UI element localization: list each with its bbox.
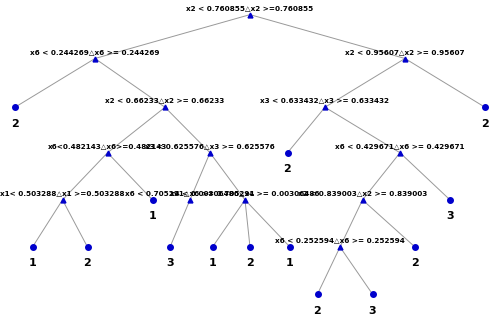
Text: x6 < 0.429671△x6 >= 0.429671: x6 < 0.429671△x6 >= 0.429671 [335,143,465,149]
Text: 2: 2 [411,258,419,268]
Text: x6 < 0.252594△x6 >= 0.252594: x6 < 0.252594△x6 >= 0.252594 [275,237,405,243]
Text: x4 < 0.00306486△x4 >= 0.00306486: x4 < 0.00306486△x4 >= 0.00306486 [170,190,320,196]
Text: x1< 0.503288△x1 >=0.503288: x1< 0.503288△x1 >=0.503288 [0,190,125,196]
Text: 2: 2 [84,258,92,268]
Text: x3 < 0.625576△x3 >= 0.625576: x3 < 0.625576△x3 >= 0.625576 [145,143,275,149]
Text: 1: 1 [28,258,36,268]
Text: x3 < 0.633432△x3 >= 0.633432: x3 < 0.633432△x3 >= 0.633432 [260,98,390,103]
Text: x6 < 0.705291△x6 >= 0.705291: x6 < 0.705291△x6 >= 0.705291 [125,190,255,196]
Text: 1: 1 [286,258,294,268]
Text: 2: 2 [246,258,254,268]
Text: 2: 2 [481,119,489,129]
Text: x2 < 0.66233△x2 >= 0.66233: x2 < 0.66233△x2 >= 0.66233 [106,98,224,103]
Text: 3: 3 [368,306,376,316]
Text: x2 < 0.839003△x2 >= 0.839003: x2 < 0.839003△x2 >= 0.839003 [298,190,427,196]
Text: x6<0.482143△x6>=0.482143: x6<0.482143△x6>=0.482143 [48,143,167,149]
Text: 3: 3 [446,211,454,221]
Text: 2: 2 [11,119,19,129]
Text: 2: 2 [314,306,322,316]
Text: 1: 1 [208,258,216,268]
Text: 2: 2 [284,164,292,174]
Text: x2 < 0.760855△x2 >=0.760855: x2 < 0.760855△x2 >=0.760855 [186,5,314,11]
Text: x2 < 0.95607△x2 >= 0.95607: x2 < 0.95607△x2 >= 0.95607 [345,49,465,55]
Text: x6 < 0.244269△x6 >= 0.244269: x6 < 0.244269△x6 >= 0.244269 [30,49,160,55]
Text: 1: 1 [148,211,156,221]
Text: 3: 3 [166,258,174,268]
